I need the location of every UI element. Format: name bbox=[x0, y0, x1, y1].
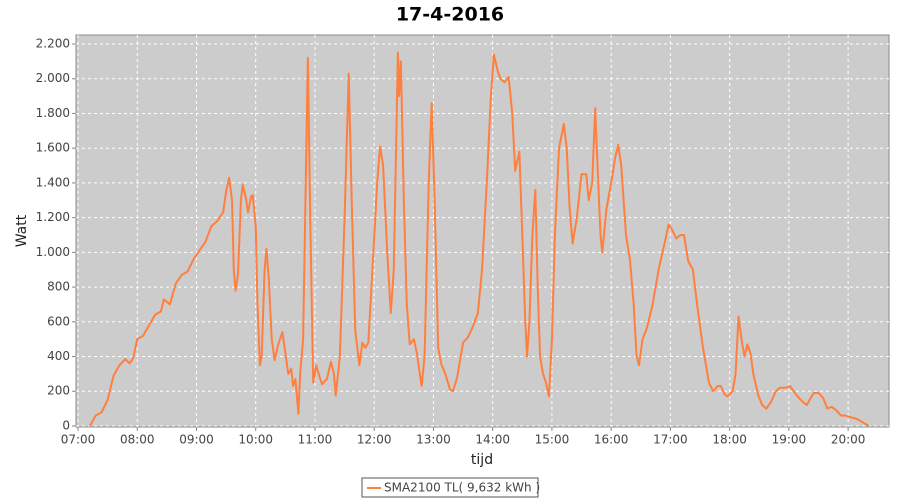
y-tick-label: 200 bbox=[47, 384, 70, 398]
x-tick-label: 07:00 bbox=[61, 433, 96, 447]
y-tick-label: 400 bbox=[47, 349, 70, 363]
y-tick-label: 600 bbox=[47, 314, 70, 328]
y-tick-label: 1.000 bbox=[36, 245, 70, 259]
y-tick-label: 2.200 bbox=[36, 37, 70, 51]
x-tick-label: 15:00 bbox=[535, 433, 570, 447]
x-tick-label: 18:00 bbox=[712, 433, 747, 447]
y-tick-label: 1.400 bbox=[36, 175, 70, 189]
legend-box bbox=[361, 477, 539, 498]
x-tick-label: 14:00 bbox=[475, 433, 510, 447]
x-tick-label: 10:00 bbox=[238, 433, 273, 447]
x-tick-label: 17:00 bbox=[653, 433, 688, 447]
y-tick-label: 2.000 bbox=[36, 71, 70, 85]
chart-title: 17-4-2016 bbox=[396, 4, 504, 26]
x-tick-label: 20:00 bbox=[831, 433, 866, 447]
x-axis-label: tijd bbox=[471, 452, 493, 468]
y-axis-label: Watt bbox=[14, 214, 30, 247]
data-line bbox=[88, 51, 870, 427]
x-tick-label: 19:00 bbox=[772, 433, 807, 447]
legend-label: SMA2100 TL( 9,632 kWh ) bbox=[384, 481, 540, 495]
y-tick-label: 0 bbox=[62, 418, 70, 432]
y-tick-label: 800 bbox=[47, 280, 70, 294]
y-tick-label: 1.600 bbox=[36, 141, 70, 155]
x-tick-label: 16:00 bbox=[594, 433, 629, 447]
y-tick-label: 1.200 bbox=[36, 210, 70, 224]
x-tick-label: 09:00 bbox=[179, 433, 214, 447]
plot-area bbox=[75, 34, 890, 428]
y-tick-label: 1.800 bbox=[36, 106, 70, 120]
x-tick-label: 12:00 bbox=[357, 433, 392, 447]
x-tick-label: 13:00 bbox=[416, 433, 451, 447]
x-tick-label: 08:00 bbox=[120, 433, 155, 447]
x-tick-label: 11:00 bbox=[298, 433, 333, 447]
